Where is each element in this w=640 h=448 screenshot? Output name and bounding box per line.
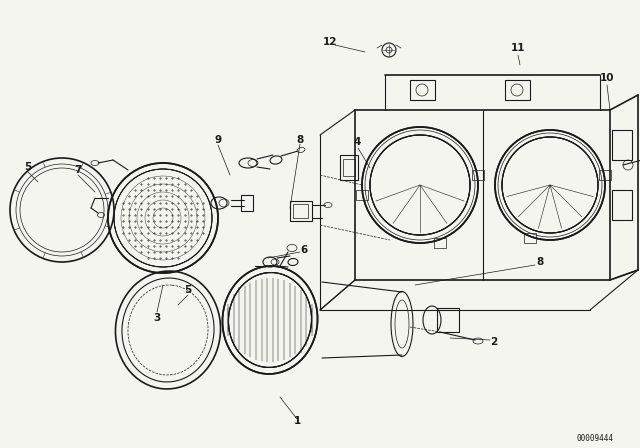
Text: 10: 10 (600, 73, 614, 83)
Text: 9: 9 (214, 135, 221, 145)
Text: 1: 1 (293, 416, 301, 426)
Bar (290, 201, 312, 221)
Bar (293, 204, 308, 218)
Circle shape (114, 169, 212, 267)
Bar (472, 170, 484, 180)
Text: 8: 8 (536, 257, 543, 267)
Text: 12: 12 (323, 37, 337, 47)
Bar (356, 190, 368, 200)
Bar (612, 130, 632, 160)
Bar (505, 80, 530, 100)
Text: 6: 6 (300, 245, 308, 255)
Bar (340, 155, 358, 180)
Text: 5: 5 (184, 285, 191, 295)
Text: 7: 7 (74, 165, 82, 175)
Circle shape (370, 135, 470, 235)
Text: 11: 11 (511, 43, 525, 53)
Text: 3: 3 (154, 313, 161, 323)
Bar (437, 308, 459, 332)
Bar (524, 233, 536, 243)
Text: 2: 2 (490, 337, 498, 347)
Bar (434, 238, 446, 248)
Text: 5: 5 (24, 162, 31, 172)
Circle shape (502, 137, 598, 233)
Ellipse shape (228, 272, 312, 367)
Bar (343, 159, 355, 176)
Text: 8: 8 (296, 135, 303, 145)
Bar (612, 190, 632, 220)
Text: 4: 4 (353, 137, 361, 147)
Bar (599, 170, 611, 180)
Bar (410, 80, 435, 100)
Bar (241, 195, 253, 211)
Text: 00009444: 00009444 (577, 434, 614, 443)
